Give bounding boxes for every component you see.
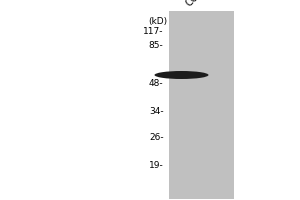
Text: 34-: 34-: [149, 107, 164, 116]
Bar: [169, 11, 234, 199]
Text: 85-: 85-: [149, 40, 164, 49]
Text: (kD): (kD): [148, 17, 167, 26]
Text: 19-: 19-: [149, 162, 164, 170]
Text: COS7: COS7: [183, 0, 209, 8]
Text: 26-: 26-: [149, 133, 164, 142]
Text: 117-: 117-: [143, 26, 164, 36]
Ellipse shape: [154, 71, 208, 79]
Text: 48-: 48-: [149, 79, 164, 88]
